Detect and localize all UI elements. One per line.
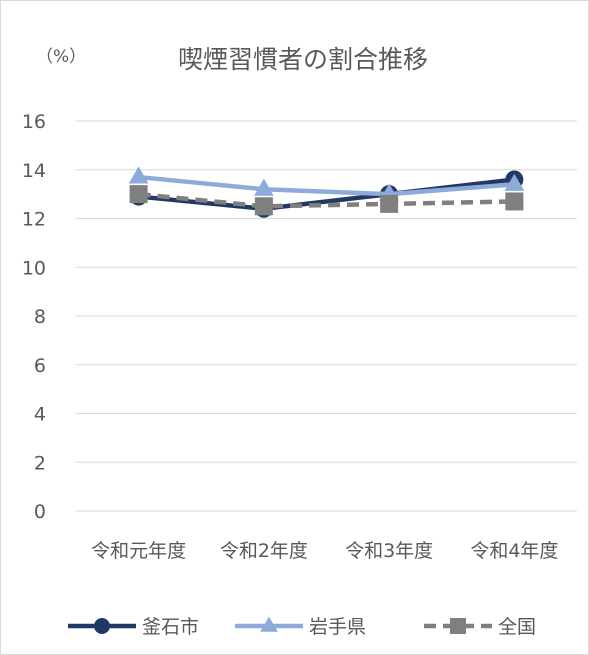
data-point [254, 197, 273, 216]
legend-label: 全国 [498, 616, 536, 638]
x-tick-label: 令和2年度 [220, 540, 308, 562]
legend-label: 岩手県 [309, 616, 366, 638]
y-tick-label: 6 [34, 355, 46, 377]
y-tick-label: 14 [22, 160, 46, 182]
y-tick-label: 0 [34, 501, 46, 523]
chart-title: 喫煙習慣者の割合推移 [178, 45, 428, 74]
legend-label: 釜石市 [142, 616, 199, 638]
series-line [138, 191, 515, 209]
legend-item: 全国 [424, 616, 536, 638]
data-point [504, 173, 525, 191]
data-point [450, 618, 466, 634]
data-point [380, 194, 399, 213]
data-point [128, 166, 149, 184]
data-point [94, 618, 110, 634]
data-point [253, 178, 274, 196]
x-tick-label: 令和3年度 [345, 540, 433, 562]
series-circle [129, 170, 524, 218]
y-unit-label: （%） [36, 47, 86, 67]
y-tick-label: 8 [34, 306, 46, 328]
data-point [260, 616, 278, 632]
legend-item: 釜石市 [68, 616, 199, 638]
data-point [505, 192, 524, 211]
series-line [138, 177, 515, 211]
y-tick-label: 16 [22, 111, 46, 133]
y-tick-label: 10 [22, 257, 46, 279]
series-line [138, 174, 515, 197]
legend-item: 岩手県 [235, 616, 366, 638]
y-tick-label: 12 [22, 209, 46, 231]
data-point [129, 185, 148, 204]
series-square [129, 185, 524, 216]
x-tick-label: 令和4年度 [470, 540, 558, 562]
y-tick-label: 4 [34, 404, 46, 426]
y-tick-label: 2 [34, 452, 46, 474]
x-tick-label: 令和元年度 [91, 540, 186, 562]
